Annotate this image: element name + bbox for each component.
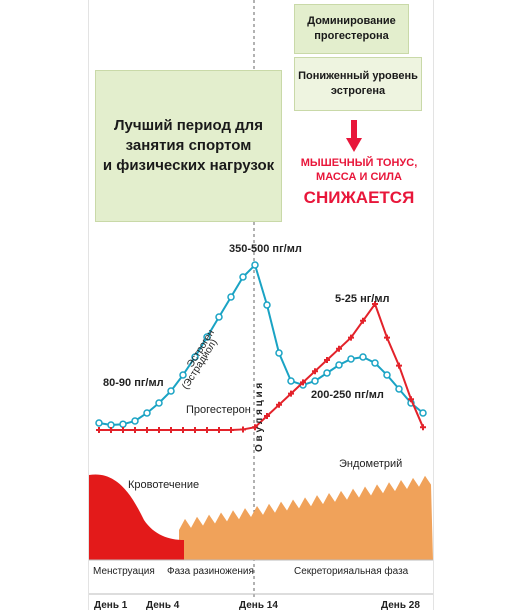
progesterone-point-day-11 [216,427,222,433]
progesterone-point-day-27 [408,396,414,403]
estrogen-point-day-24 [371,359,379,367]
cycle-chart: Менструация Фаза разиножения Секреторияа… [89,0,433,610]
estrogen-point-day-15 [263,301,271,309]
estrogen-line [98,263,424,427]
progesterone-point-day-4 [132,427,138,433]
progesterone-point-day-6 [156,427,162,433]
progesterone-point-day-22 [348,334,354,341]
day-14-tick: День 14 [239,600,278,610]
estrogen-point-day-9 [191,353,199,361]
estrogen-point-day-16 [275,349,283,357]
progesterone-point-day-23 [360,317,366,324]
progesterone-point-day-26 [396,362,402,369]
best-period-callout: Лучший период для занятия спортом и физи… [95,70,282,222]
estrogen-point-day-11 [215,313,223,321]
progesterone-point-day-17 [288,390,294,397]
estrogen-point-day-13 [239,273,247,281]
ovulation-label: О в у л я ц и я [254,383,265,452]
progesterone-point-day-8 [180,427,186,433]
progesterone-point-day-15 [264,413,270,419]
muscle-tone-warning: МЫШЕЧНЫЙ ТОНУС, МАССА И СИЛА [300,157,418,183]
estrogen-low-callout: Пониженный уровень эстрогена [294,57,422,111]
phase-proliferative: Фаза разиножения [167,566,254,577]
bleeding-label: Кровотечение [128,479,199,491]
estrogen-point-day-12 [227,293,235,301]
estrogen-point-day-22 [347,355,355,363]
progesterone-point-day-12 [228,427,234,433]
decreases-warning: СНИЖАЕТСЯ [303,188,415,207]
progesterone-point-day-7 [168,427,174,433]
estrogen-point-day-1 [95,419,103,427]
progesterone-point-day-19 [312,368,318,375]
progesterone-point-day-5 [144,427,150,433]
bleeding-area [89,474,184,560]
progesterone-point-day-14 [252,424,258,431]
progesterone-point-day-10 [204,427,210,433]
estrogen-point-day-23 [359,353,367,361]
phase-secretory: Секреторияальная фаза [294,565,409,577]
estrogen-point-day-17 [287,377,295,385]
day-4-tick: День 4 [146,600,180,610]
progesterone-point-day-28 [420,424,426,431]
day-1-tick: День 1 [94,600,128,610]
infographic-canvas: Менструация Фаза разиножения Секреторияа… [88,0,434,610]
progesterone-point-day-25 [384,334,390,341]
estrogen-point-day-4 [131,417,139,425]
estrogen-point-day-25 [383,371,391,379]
estrogen-luteal-label: 200-250 пг/мл [311,389,384,401]
progesterone-line [99,301,424,431]
progesterone-point-day-20 [324,357,330,363]
estrogen-point-day-19 [311,377,319,385]
estrogen-point-day-21 [335,361,343,369]
estrogen-peak-label: 350-500 пг/мл [229,243,302,255]
estrogen-low-label: 80-90 пг/мл [103,377,164,389]
progesterone-point-day-3 [120,427,126,433]
day-28-tick: День 28 [381,600,420,610]
estrogen-point-day-3 [119,420,127,428]
estrogen-point-day-14 [251,261,259,269]
endometrium-label: Эндометрий [339,458,402,470]
progesterone-point-day-21 [336,345,342,352]
progesterone-point-day-24 [372,301,378,307]
estrogen-point-day-10 [203,333,211,341]
estrogen-point-day-20 [323,369,331,377]
down-arrow-icon [346,120,362,152]
estrogen-point-day-26 [395,385,403,393]
phase-menstruation: Менструация [93,566,155,577]
progesterone-point-day-16 [276,401,282,408]
endometrium-area [179,475,433,560]
estrogen-point-day-28 [419,409,427,417]
progesterone-point-day-1 [96,427,102,433]
progesterone-point-day-18 [300,379,306,386]
progesterone-series-label: Прогестерон [186,404,251,416]
estrogen-point-day-5 [143,409,151,417]
progesterone-dominance-callout: Доминирование прогестерона [294,4,409,54]
estrogen-point-day-8 [179,371,187,379]
progesterone-point-day-13 [240,426,246,433]
progesterone-point-day-2 [108,427,114,433]
estrogen-point-day-7 [167,387,175,395]
progesterone-point-day-9 [192,427,198,433]
estrogen-point-day-6 [155,399,163,407]
progesterone-peak-label: 5-25 нг/мл [335,293,389,305]
